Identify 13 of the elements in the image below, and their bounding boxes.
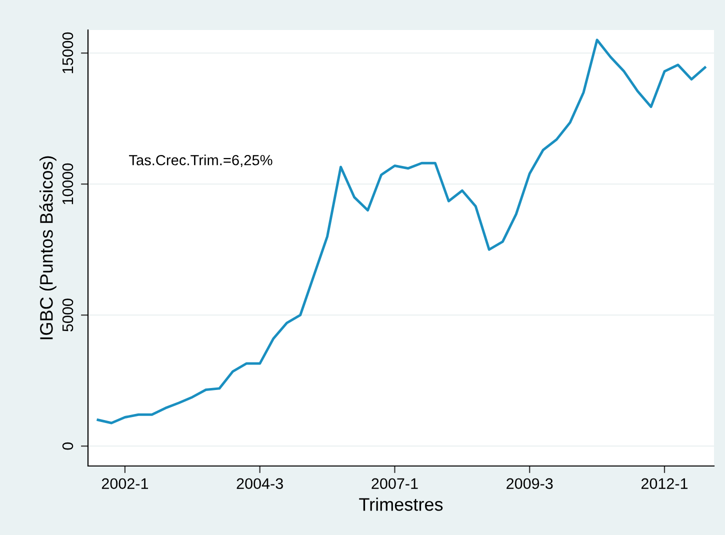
x-tick-label: 2004-3: [236, 478, 283, 490]
y-tick-label: 10000: [62, 163, 74, 204]
y-tick-label: 5000: [62, 298, 74, 332]
x-axis-title: Trimestres: [359, 498, 443, 511]
x-tick-label: 2002-1: [102, 478, 148, 490]
x-tick-label: 2007-1: [372, 478, 418, 490]
x-tick-label: 2009-3: [506, 478, 553, 490]
annotation: Tas.Crec.Trim.=6,25%: [129, 154, 272, 168]
y-axis-title: IGBC (Puntos Básicos): [39, 156, 56, 340]
y-tick-label: 15000: [62, 32, 74, 74]
x-tick-label: 2012-1: [641, 478, 688, 490]
line-series: [96, 38, 706, 424]
y-tick-label: 0: [62, 442, 74, 450]
